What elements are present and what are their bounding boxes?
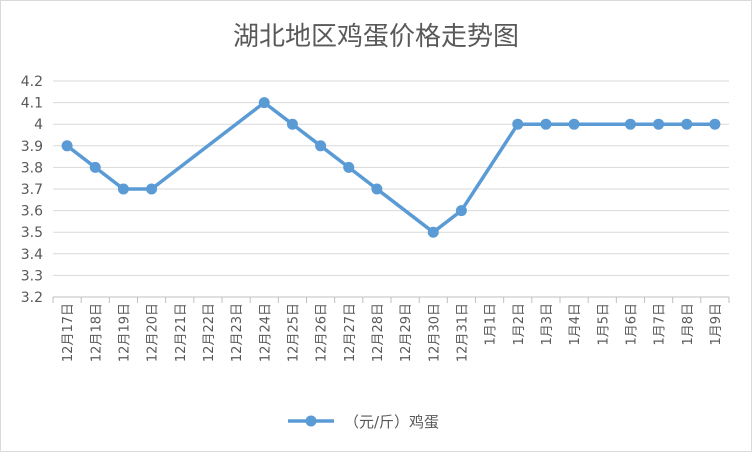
x-tick-label: 12月30日 <box>427 303 442 362</box>
gridlines <box>53 80 729 276</box>
y-tick-label: 3.2 <box>21 290 43 306</box>
x-tick-label: 12月19日 <box>117 303 132 362</box>
data-point <box>146 183 158 195</box>
x-tick-label: 1月1日 <box>484 303 499 346</box>
y-tick-label: 3.3 <box>21 268 43 284</box>
x-tick-label: 1月4日 <box>568 303 583 346</box>
y-tick-label: 4.2 <box>21 74 43 90</box>
x-tick-label: 1月5日 <box>596 303 611 346</box>
data-point <box>540 118 552 130</box>
y-tick-label: 3.4 <box>21 247 43 263</box>
y-tick-label: 3.5 <box>21 225 43 241</box>
x-tick-label: 12月29日 <box>399 303 414 362</box>
x-tick-label: 12月27日 <box>343 303 358 362</box>
data-point <box>258 97 270 109</box>
y-tick-label: 4.1 <box>21 96 43 112</box>
data-point <box>89 161 101 173</box>
x-tick-label: 12月18日 <box>89 303 104 362</box>
x-tick-label: 1月2日 <box>512 303 527 346</box>
data-point <box>117 183 129 195</box>
data-point <box>512 118 524 130</box>
chart-title: 湖北地区鸡蛋价格走势图 <box>233 22 519 52</box>
x-tick-label: 12月23日 <box>230 303 245 362</box>
data-point <box>653 118 665 130</box>
x-tick-label: 12月24日 <box>258 303 273 362</box>
x-tick-label: 12月26日 <box>315 303 330 362</box>
y-tick-label: 3.7 <box>21 182 43 198</box>
data-point <box>709 118 721 130</box>
data-point <box>371 183 383 195</box>
axes <box>52 296 730 303</box>
x-tick-label: 12月28日 <box>371 303 386 362</box>
data-point <box>624 118 636 130</box>
x-tick-label: 1月7日 <box>653 303 668 346</box>
y-axis-ticks: 3.2 3.3 3.4 3.5 3.6 3.7 3.8 3.9 4 4.1 4.2 <box>21 74 43 306</box>
y-tick-label: 4 <box>34 117 43 133</box>
y-tick-label: 3.9 <box>21 139 43 155</box>
x-tick-label: 12月31日 <box>455 303 470 362</box>
y-tick-label: 3.8 <box>21 160 43 176</box>
series-eggs <box>61 97 721 238</box>
x-tick-label: 12月25日 <box>286 303 301 362</box>
data-point <box>286 118 298 130</box>
legend-marker-swatch <box>305 415 317 427</box>
x-tick-label: 1月6日 <box>624 303 639 346</box>
x-axis-ticks: 12月17日 12月18日 12月19日 12月20日 12月21日 12月22日 12月2… <box>61 303 724 362</box>
x-tick-label: 12月20日 <box>146 303 161 362</box>
legend-label: （元/斤）鸡蛋 <box>344 413 439 431</box>
data-point <box>61 140 73 152</box>
x-tick-label: 1月8日 <box>681 303 696 346</box>
y-tick-label: 3.6 <box>21 204 43 220</box>
data-point <box>568 118 580 130</box>
data-point <box>455 205 467 217</box>
legend: （元/斤）鸡蛋 <box>288 413 439 431</box>
x-tick-label: 12月17日 <box>61 303 76 362</box>
data-point <box>315 140 327 152</box>
data-point <box>681 118 693 130</box>
data-point <box>343 161 355 173</box>
x-tick-label: 1月9日 <box>709 303 724 346</box>
data-point <box>427 226 439 238</box>
x-tick-label: 1月3日 <box>540 303 555 346</box>
x-tick-label: 12月21日 <box>174 303 189 362</box>
x-tick-label: 12月22日 <box>202 303 217 362</box>
